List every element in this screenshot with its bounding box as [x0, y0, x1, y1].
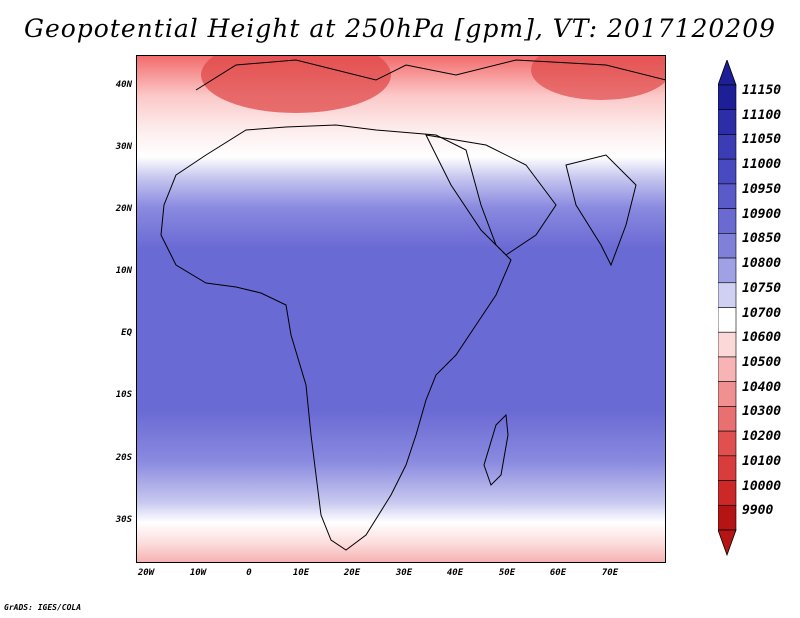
colorbar-label: 10100: [742, 453, 782, 469]
lat-tick-eq: EQ: [121, 328, 132, 338]
colorbar-swatch: [718, 233, 737, 259]
colorbar-label: 10300: [742, 404, 782, 420]
lon-tick-50e: 50E: [498, 568, 516, 578]
colorbar: [718, 60, 737, 557]
arabia-outline: [425, 134, 557, 256]
colorbar-swatch: [718, 455, 737, 481]
colorbar-label: 10700: [742, 305, 782, 321]
low-height-center-east: [531, 55, 666, 100]
colorbar-label: 10850: [742, 231, 782, 247]
colorbar-bottom-arrow: [718, 529, 737, 557]
height-field: [136, 55, 666, 563]
lon-tick-20w: 20W: [137, 568, 155, 578]
colorbar-label: 10950: [742, 181, 782, 197]
lon-tick-40e: 40E: [446, 568, 464, 578]
lon-tick-20e: 20E: [343, 568, 361, 578]
continent-outline: [160, 124, 512, 551]
colorbar-swatch: [718, 504, 737, 531]
colorbar-label: 10600: [742, 330, 782, 346]
colorbar-top-arrow: [718, 60, 737, 86]
low-height-center-europe: [201, 55, 391, 113]
map-panel: [136, 55, 666, 563]
colorbar-label: 10800: [742, 256, 782, 272]
lat-tick-10n: 10N: [115, 266, 132, 276]
colorbar-swatch: [718, 208, 737, 234]
colorbar-label: 11150: [742, 83, 782, 98]
colorbar-swatch: [718, 430, 737, 457]
lat-tick-10s: 10S: [115, 390, 132, 400]
colorbar-swatch: [718, 84, 737, 111]
colorbar-label: 10200: [742, 429, 782, 445]
colorbar-swatch: [718, 183, 737, 209]
colorbar-swatch: [718, 307, 737, 333]
colorbar-label: 9900: [742, 503, 774, 519]
colorbar-label: 11100: [742, 107, 782, 123]
colorbar-label: 10900: [742, 206, 782, 222]
europe-coastline: [195, 59, 666, 91]
colorbar-label: 11000: [742, 157, 782, 173]
footer-credit: GrADS: IGES/COLA: [4, 603, 82, 612]
lat-tick-30n: 30N: [115, 142, 132, 152]
madagascar-outline: [483, 413, 509, 486]
lon-tick-0: 0: [246, 568, 252, 578]
colorbar-label: 10000: [742, 478, 782, 494]
map-frame: [136, 55, 666, 563]
lat-tick-30s: 30S: [115, 515, 132, 525]
colorbar-swatch: [718, 356, 737, 382]
colorbar-swatch: [718, 134, 737, 160]
colorbar-label: 10750: [742, 280, 782, 296]
lon-tick-10w: 10W: [189, 568, 207, 578]
colorbar-swatch: [718, 381, 737, 407]
lat-tick-40n: 40N: [115, 80, 132, 90]
colorbar-swatch: [718, 257, 737, 284]
lat-tick-20s: 20S: [115, 453, 132, 463]
colorbar-swatch: [718, 406, 737, 432]
colorbar-swatch: [718, 480, 737, 506]
colorbar-swatch: [718, 331, 737, 358]
colorbar-label: 10400: [742, 379, 782, 395]
lon-tick-30e: 30E: [395, 568, 413, 578]
lon-tick-10e: 10E: [292, 568, 310, 578]
colorbar-swatch: [718, 282, 737, 308]
colorbar-label: 10500: [742, 354, 782, 370]
lon-tick-70e: 70E: [601, 568, 619, 578]
india-outline: [565, 154, 637, 267]
lat-tick-20n: 20N: [115, 204, 132, 214]
lon-tick-60e: 60E: [549, 568, 567, 578]
chart-title: Geopotential Height at 250hPa [gpm], VT:…: [23, 14, 777, 43]
colorbar-swatch: [718, 109, 737, 135]
colorbar-swatch: [718, 158, 737, 185]
colorbar-label: 11050: [742, 132, 782, 148]
